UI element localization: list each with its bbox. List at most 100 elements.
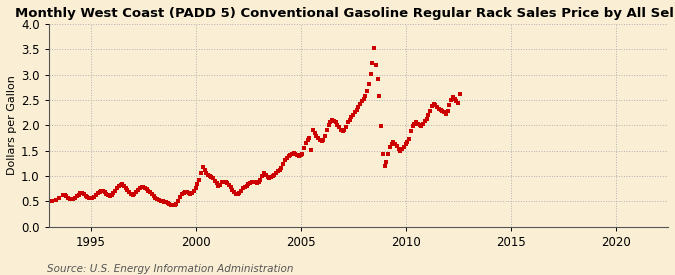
Point: [395, 149, 406, 153]
Point: [435, 108, 446, 112]
Point: [327, 117, 338, 122]
Point: [283, 154, 294, 158]
Point: [430, 103, 441, 107]
Point: [432, 105, 443, 109]
Point: [126, 192, 136, 197]
Point: [392, 144, 402, 148]
Point: [234, 191, 245, 196]
Point: [124, 190, 134, 194]
Point: [253, 179, 264, 184]
Point: [433, 106, 444, 111]
Point: [286, 152, 297, 156]
Point: [120, 186, 131, 190]
Point: [47, 199, 58, 204]
Point: [108, 191, 119, 196]
Point: [373, 76, 383, 81]
Point: [227, 188, 238, 192]
Point: [119, 184, 130, 188]
Point: [367, 61, 378, 66]
Point: [350, 110, 360, 114]
Point: [437, 109, 448, 113]
Point: [152, 197, 163, 202]
Point: [311, 134, 322, 138]
Point: [421, 117, 432, 121]
Point: [330, 120, 341, 125]
Point: [416, 124, 427, 128]
Point: [129, 192, 140, 196]
Point: [107, 193, 117, 197]
Point: [154, 198, 165, 203]
Point: [341, 125, 352, 130]
Point: [248, 179, 259, 184]
Point: [202, 172, 213, 177]
Point: [276, 166, 287, 170]
Point: [320, 134, 331, 138]
Point: [57, 193, 68, 197]
Point: [187, 191, 198, 195]
Point: [388, 139, 399, 144]
Point: [246, 180, 257, 184]
Point: [89, 195, 100, 199]
Point: [188, 189, 199, 193]
Point: [167, 203, 178, 208]
Point: [131, 190, 142, 194]
Point: [184, 191, 194, 196]
Point: [281, 156, 292, 160]
Point: [175, 195, 186, 200]
Point: [374, 94, 385, 98]
Point: [292, 153, 302, 158]
Point: [356, 99, 367, 104]
Point: [379, 164, 390, 169]
Point: [269, 172, 280, 177]
Point: [213, 183, 224, 188]
Point: [252, 180, 263, 185]
Point: [321, 128, 332, 132]
Point: [285, 153, 296, 158]
Point: [274, 168, 285, 173]
Point: [360, 94, 371, 99]
Point: [300, 140, 311, 145]
Point: [389, 141, 400, 146]
Point: [261, 172, 271, 177]
Point: [61, 194, 72, 199]
Point: [402, 139, 412, 144]
Point: [238, 186, 248, 190]
Point: [313, 135, 323, 140]
Point: [73, 192, 84, 197]
Point: [358, 97, 369, 101]
Point: [306, 147, 317, 152]
Point: [76, 191, 87, 195]
Point: [315, 138, 325, 142]
Point: [54, 196, 65, 200]
Point: [427, 104, 437, 108]
Point: [136, 185, 147, 189]
Point: [229, 190, 240, 194]
Point: [423, 113, 434, 117]
Point: [222, 181, 233, 185]
Point: [63, 196, 74, 200]
Point: [232, 192, 243, 197]
Point: [199, 168, 210, 172]
Point: [155, 199, 166, 203]
Point: [250, 180, 261, 184]
Point: [87, 196, 98, 200]
Point: [377, 152, 388, 156]
Point: [82, 195, 92, 199]
Text: Source: U.S. Energy Information Administration: Source: U.S. Energy Information Administ…: [47, 264, 294, 274]
Point: [381, 160, 392, 164]
Point: [318, 138, 329, 142]
Point: [103, 193, 113, 197]
Point: [418, 122, 429, 126]
Point: [70, 196, 80, 200]
Point: [257, 173, 268, 178]
Point: [239, 185, 250, 189]
Point: [150, 196, 161, 200]
Point: [171, 202, 182, 206]
Point: [141, 187, 152, 191]
Point: [134, 186, 145, 190]
Point: [197, 165, 208, 170]
Point: [288, 150, 299, 155]
Point: [92, 191, 103, 195]
Point: [409, 122, 420, 126]
Point: [444, 103, 455, 107]
